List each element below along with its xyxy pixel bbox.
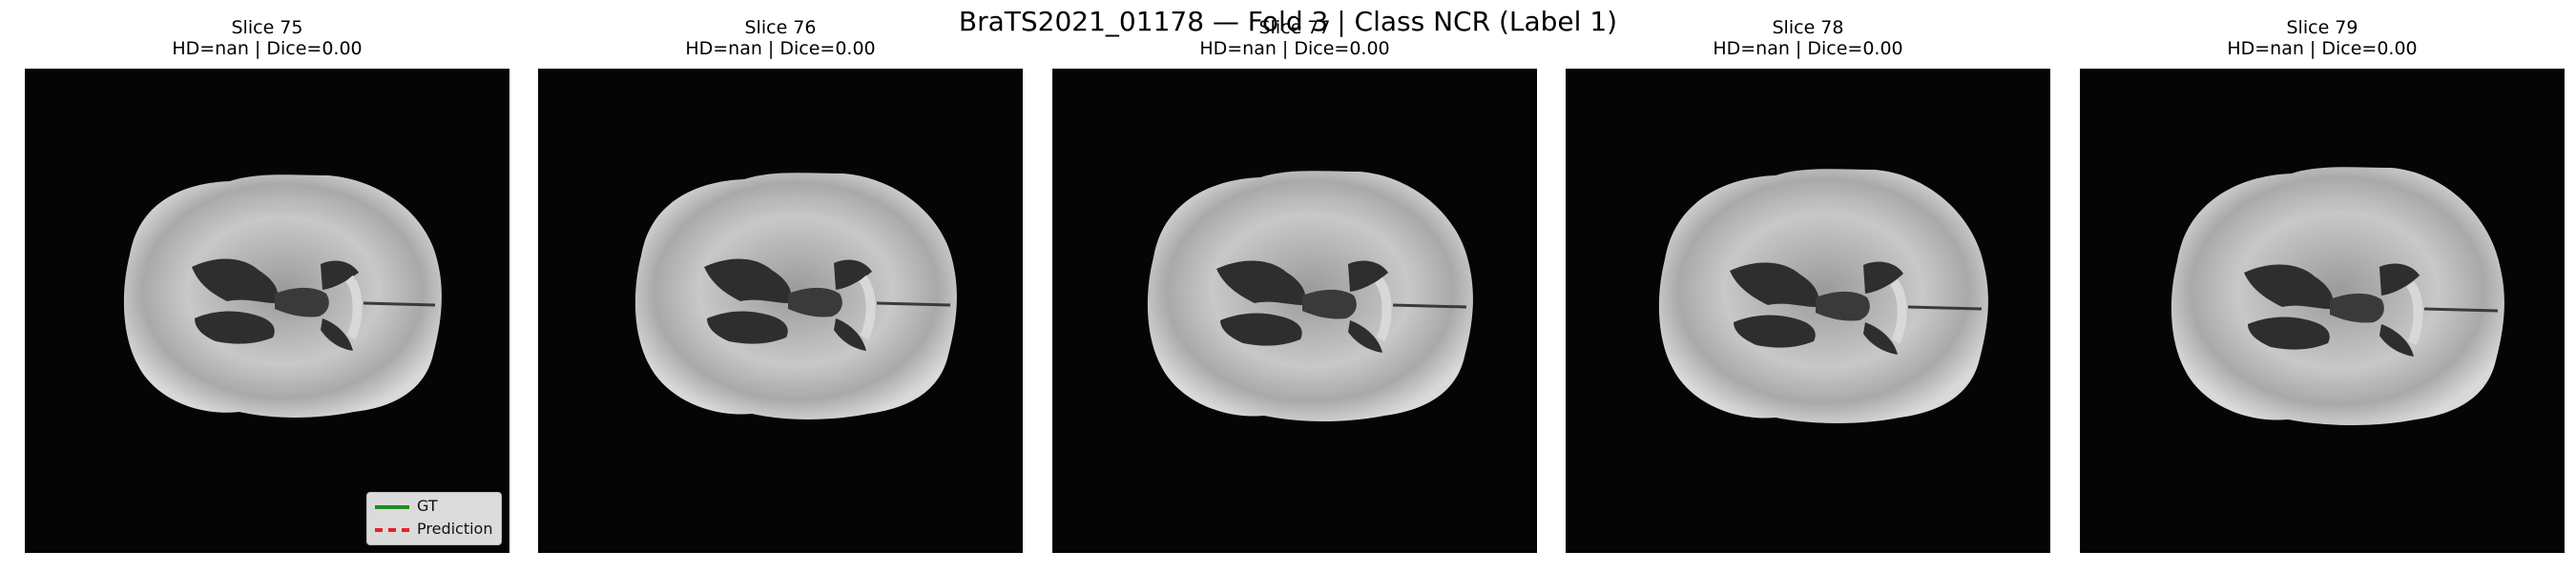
slice-title: Slice 77 HD=nan | Dice=0.00 xyxy=(1052,17,1537,59)
slice-title: Slice 75 HD=nan | Dice=0.00 xyxy=(25,17,509,59)
slice-metrics: HD=nan | Dice=0.00 xyxy=(172,38,363,59)
legend-item-prediction: Prediction xyxy=(367,519,501,541)
slice-title: Slice 79 HD=nan | Dice=0.00 xyxy=(2080,17,2565,59)
legend-item-gt: GT xyxy=(367,496,501,519)
slice-metrics: HD=nan | Dice=0.00 xyxy=(1199,38,1390,59)
slice-label: Slice 77 xyxy=(1258,17,1331,38)
slice-metrics: HD=nan | Dice=0.00 xyxy=(2227,38,2418,59)
slice-title: Slice 76 HD=nan | Dice=0.00 xyxy=(538,17,1023,59)
prediction-line-icon xyxy=(375,528,409,532)
slice-panel-79: Slice 79 HD=nan | Dice=0.00 xyxy=(2080,17,2565,553)
slice-label: Slice 79 xyxy=(2286,17,2358,38)
slice-panel-78: Slice 78 HD=nan | Dice=0.00 xyxy=(1566,17,2050,553)
slice-label: Slice 78 xyxy=(1772,17,1844,38)
mri-slice-image xyxy=(538,69,1023,553)
slice-panel-77: Slice 77 HD=nan | Dice=0.00 xyxy=(1052,17,1537,553)
figure-title: BraTS2021_01178 — Fold 3 | Class NCR (La… xyxy=(958,6,1618,37)
gt-line-icon xyxy=(375,505,409,509)
mri-slice-image xyxy=(2080,69,2565,553)
slice-metrics: HD=nan | Dice=0.00 xyxy=(1713,38,1903,59)
mri-slice-image xyxy=(1052,69,1537,553)
mri-slice-image xyxy=(1566,69,2050,553)
slice-panel-75: Slice 75 HD=nan | Dice=0.00 xyxy=(25,17,509,553)
slice-panel-76: Slice 76 HD=nan | Dice=0.00 xyxy=(538,17,1023,553)
slice-title: Slice 78 HD=nan | Dice=0.00 xyxy=(1566,17,2050,59)
slice-label: Slice 75 xyxy=(231,17,303,38)
legend: GT Prediction xyxy=(366,492,502,545)
slice-label: Slice 76 xyxy=(744,17,817,38)
mri-slice-image: GT Prediction xyxy=(25,69,509,553)
slice-metrics: HD=nan | Dice=0.00 xyxy=(685,38,876,59)
